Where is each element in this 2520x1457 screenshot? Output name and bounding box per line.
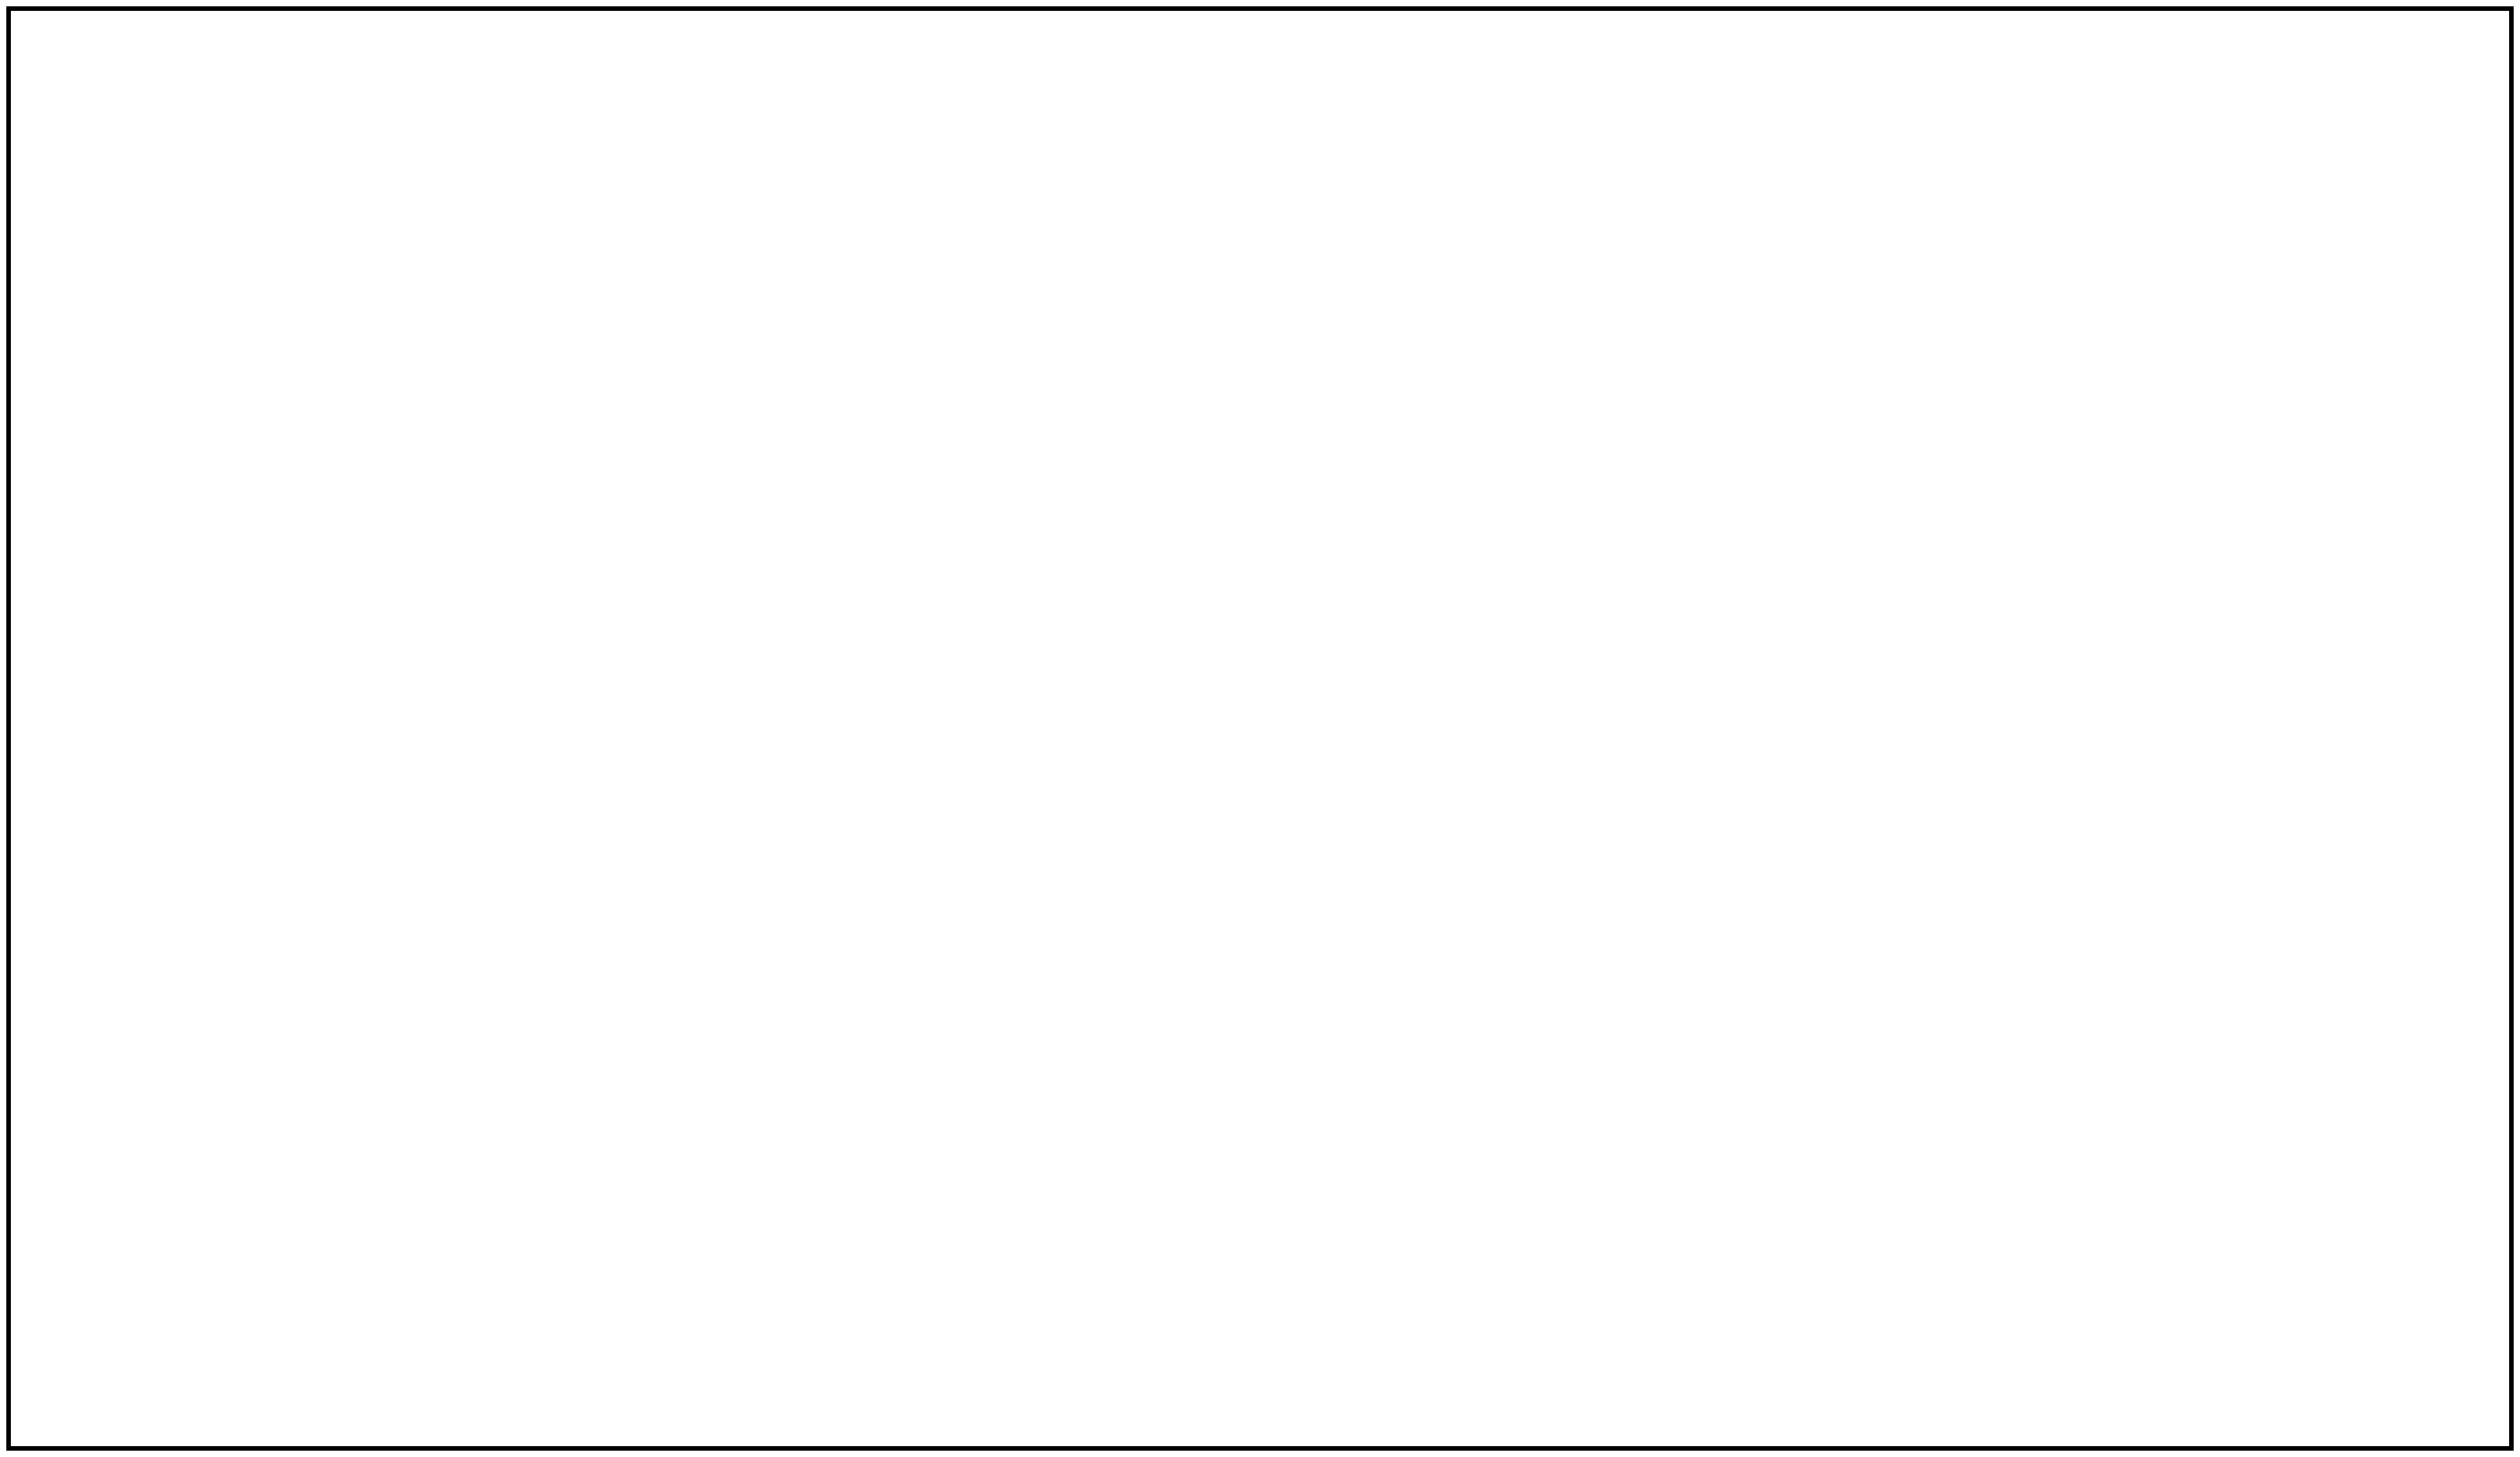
chart-frame	[6, 6, 2514, 1451]
